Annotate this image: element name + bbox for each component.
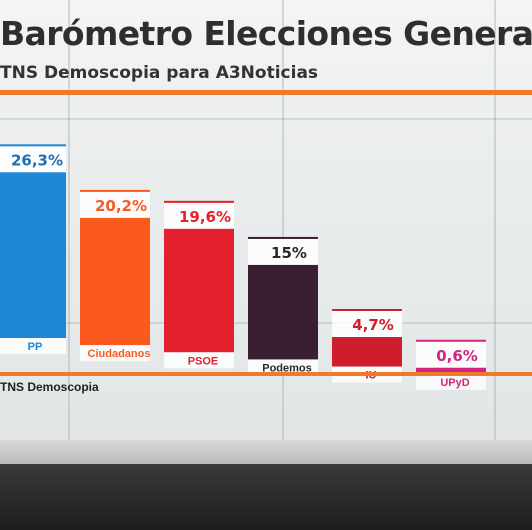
category-strip-ciudadanos bbox=[80, 345, 150, 362]
value-label-podemos: 15% bbox=[271, 244, 307, 262]
value-panel-podemos bbox=[248, 238, 318, 265]
bar-psoe bbox=[164, 228, 234, 353]
value-label-iu: 4,7% bbox=[352, 316, 394, 334]
value-rule-ciudadanos bbox=[80, 189, 150, 192]
value-panel-psoe bbox=[164, 202, 234, 229]
footer-rule bbox=[0, 372, 532, 376]
header-rule bbox=[0, 90, 532, 95]
category-strip-psoe bbox=[164, 352, 234, 369]
category-label-podemos: Podemos bbox=[262, 362, 312, 374]
category-strip-podemos bbox=[248, 359, 318, 376]
value-rule-upyd bbox=[416, 339, 486, 342]
screen-seam bbox=[494, 0, 496, 440]
screen-seam bbox=[68, 0, 70, 440]
bar-ciudadanos bbox=[80, 217, 150, 346]
value-panel-upyd bbox=[416, 341, 486, 368]
category-strip-upyd bbox=[416, 373, 486, 390]
bar-pp bbox=[0, 172, 66, 338]
category-label-pp: PP bbox=[28, 341, 43, 353]
value-label-upyd: 0,6% bbox=[436, 347, 478, 365]
chart-subtitle: TNS Demoscopia para A3Noticias bbox=[0, 63, 319, 83]
screen-seam bbox=[0, 118, 532, 120]
screen-seam bbox=[282, 0, 284, 440]
value-panel-ciudadanos bbox=[80, 191, 150, 218]
value-label-psoe: 19,6% bbox=[179, 208, 231, 226]
value-rule-iu bbox=[332, 308, 402, 311]
video-wall: Barómetro Elecciones Generales TNS Demos… bbox=[0, 0, 532, 440]
value-panel-iu bbox=[332, 310, 402, 337]
chart-source: TNS Demoscopia bbox=[0, 380, 99, 394]
value-label-ciudadanos: 20,2% bbox=[95, 197, 147, 215]
bar-upyd bbox=[416, 367, 486, 374]
desk-edge bbox=[0, 440, 532, 464]
value-rule-psoe bbox=[164, 200, 234, 203]
bar-podemos bbox=[248, 264, 318, 360]
studio-desk bbox=[0, 464, 532, 530]
bar-iu bbox=[332, 336, 402, 367]
value-rule-podemos bbox=[248, 236, 318, 239]
category-label-ciudadanos: Ciudadanos bbox=[88, 348, 151, 360]
value-label-pp: 26,3% bbox=[11, 151, 63, 169]
category-strip-pp bbox=[0, 338, 66, 354]
value-panel-pp bbox=[0, 146, 66, 173]
value-rule-pp bbox=[0, 144, 66, 147]
category-label-psoe: PSOE bbox=[188, 355, 219, 367]
chart-title: Barómetro Elecciones Generales bbox=[0, 14, 532, 53]
category-label-upyd: UPyD bbox=[440, 377, 469, 389]
